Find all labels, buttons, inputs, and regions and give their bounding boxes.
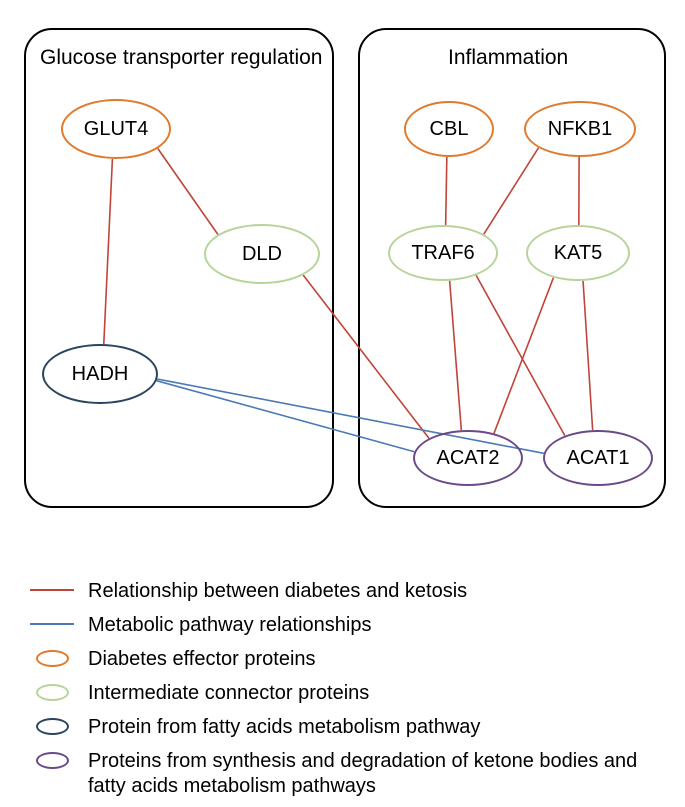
legend-swatch bbox=[30, 749, 74, 771]
legend-line-icon bbox=[30, 623, 74, 625]
legend-swatch bbox=[30, 715, 74, 737]
node-label: ACAT2 bbox=[437, 447, 500, 470]
node-hadh: HADH bbox=[42, 344, 158, 404]
legend-swatch bbox=[30, 681, 74, 703]
legend-row: Intermediate connector proteins bbox=[30, 677, 665, 711]
legend-row: Diabetes effector proteins bbox=[30, 643, 665, 677]
node-label: NFKB1 bbox=[548, 118, 612, 141]
legend-label: Metabolic pathway relationships bbox=[88, 613, 665, 638]
legend-swatch bbox=[30, 613, 74, 635]
legend-swatch bbox=[30, 579, 74, 601]
legend-swatch bbox=[30, 647, 74, 669]
node-traf6: TRAF6 bbox=[388, 225, 498, 281]
node-glut4: GLUT4 bbox=[61, 99, 171, 159]
legend: Relationship between diabetes and ketosi… bbox=[30, 575, 665, 779]
node-label: CBL bbox=[430, 118, 469, 141]
node-label: KAT5 bbox=[554, 242, 603, 265]
diagram-canvas: { "canvas": { "width": 685, "height": 80… bbox=[0, 0, 685, 807]
legend-row: Relationship between diabetes and ketosi… bbox=[30, 575, 665, 609]
node-label: GLUT4 bbox=[84, 118, 148, 141]
node-label: ACAT1 bbox=[567, 447, 630, 470]
node-nfkb1: NFKB1 bbox=[524, 101, 636, 157]
legend-row: Proteins from synthesis and degradation … bbox=[30, 745, 665, 779]
legend-line-icon bbox=[30, 589, 74, 591]
legend-label: Proteins from synthesis and degradation … bbox=[88, 749, 665, 799]
legend-label: Relationship between diabetes and ketosi… bbox=[88, 579, 665, 604]
legend-ellipse-icon bbox=[36, 684, 69, 701]
legend-row: Protein from fatty acids metabolism path… bbox=[30, 711, 665, 745]
node-dld: DLD bbox=[204, 224, 320, 284]
node-acat1: ACAT1 bbox=[543, 430, 653, 486]
legend-label: Protein from fatty acids metabolism path… bbox=[88, 715, 665, 740]
legend-ellipse-icon bbox=[36, 718, 69, 735]
legend-ellipse-icon bbox=[36, 752, 69, 769]
node-kat5: KAT5 bbox=[526, 225, 630, 281]
legend-label: Intermediate connector proteins bbox=[88, 681, 665, 706]
legend-ellipse-icon bbox=[36, 650, 69, 667]
node-label: TRAF6 bbox=[411, 242, 474, 265]
node-label: HADH bbox=[72, 363, 129, 386]
legend-label: Diabetes effector proteins bbox=[88, 647, 665, 672]
panel-right-title: Inflammation bbox=[448, 46, 568, 70]
node-label: DLD bbox=[242, 243, 282, 266]
node-cbl: CBL bbox=[404, 101, 494, 157]
panel-left-title: Glucose transporter regulation bbox=[40, 46, 323, 70]
legend-row: Metabolic pathway relationships bbox=[30, 609, 665, 643]
node-acat2: ACAT2 bbox=[413, 430, 523, 486]
